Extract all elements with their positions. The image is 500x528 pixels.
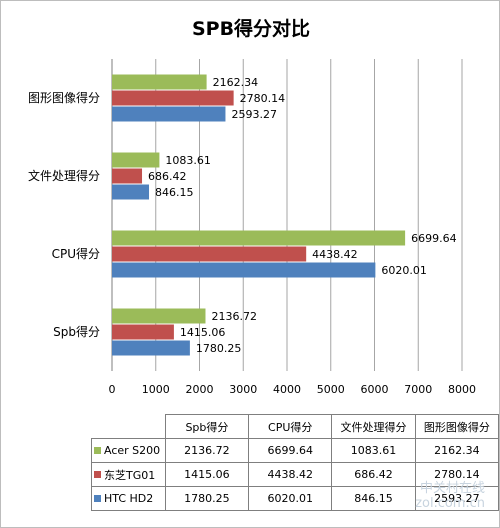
x-tick-label: 1000: [142, 383, 170, 396]
bar-chart: SPB得分对比 2136.72 1415.06 1780.25 6699.64 4438…: [28, 17, 477, 396]
table-cell: 1083.61: [331, 438, 416, 463]
series-name: HTC HD2: [104, 492, 154, 505]
x-tick-label: 2000: [186, 383, 214, 396]
bars: [112, 74, 406, 356]
category-label: CPU得分: [52, 246, 100, 261]
data-table: Spb得分 CPU得分 文件处理得分 图形图像得分 Acer S200 2136…: [91, 414, 500, 511]
table-cell: 2162.34: [414, 438, 500, 463]
chart-title: SPB得分对比: [192, 17, 310, 40]
x-tick-label: 6000: [361, 383, 389, 396]
x-tick-label: 3000: [229, 383, 257, 396]
data-label: 686.42: [148, 170, 187, 183]
data-label: 1083.61: [165, 154, 211, 167]
watermark: 中关村在线 zol.com.cn: [415, 481, 485, 511]
watermark-line: zol.com.cn: [415, 496, 485, 511]
series-name: Acer S200: [104, 444, 161, 457]
legend-key: [94, 494, 101, 502]
x-tick-label: 7000: [404, 383, 432, 396]
legend-key: [94, 446, 101, 454]
x-tick-label: 0: [109, 383, 116, 396]
category-label: 文件处理得分: [28, 168, 100, 183]
table-cell: 1415.06: [164, 462, 250, 487]
gridlines: [111, 59, 463, 371]
bar: [112, 308, 206, 324]
x-tick-label: 8000: [448, 383, 476, 396]
bar: [112, 74, 207, 90]
data-table-header: Spb得分 CPU得分 文件处理得分 图形图像得分: [91, 414, 500, 439]
series-name: 东芝TG01: [104, 468, 156, 482]
x-tick-label: 4000: [273, 383, 301, 396]
category-label: Spb得分: [53, 324, 100, 339]
legend-key: [94, 471, 101, 478]
table-series-cell: Acer S200: [91, 438, 166, 463]
table-row: Acer S200 2136.72 6699.64 1083.61 2162.3…: [91, 438, 500, 463]
x-tick-labels: 0 1000 2000 3000 4000 5000 6000 7000 8000: [109, 383, 477, 396]
table-header-cell: 文件处理得分: [331, 414, 416, 439]
table-cell: 2136.72: [164, 438, 250, 463]
data-label: 846.15: [155, 186, 194, 199]
bar: [112, 262, 376, 278]
bar: [112, 90, 234, 106]
bar: [112, 340, 190, 356]
table-header-cell: Spb得分: [164, 414, 250, 439]
table-series-cell: 东芝TG01: [91, 462, 166, 487]
table-cell: 6699.64: [248, 438, 333, 463]
bar: [112, 152, 160, 168]
table-row: 东芝TG01 1415.06 4438.42 686.42 2780.14: [91, 462, 500, 487]
watermark-line: 中关村在线: [419, 481, 485, 496]
table-cell: 846.15: [331, 486, 416, 511]
value-labels: 2136.72 1415.06 1780.25 6699.64 4438.42 6020.…: [148, 76, 457, 355]
bar: [112, 106, 226, 122]
table-header-cell: CPU得分: [248, 414, 333, 439]
data-label: 4438.42: [312, 248, 358, 261]
data-label: 2780.14: [240, 92, 285, 105]
table-row: HTC HD2 1780.25 6020.01 846.15 2593.27: [91, 486, 500, 511]
data-label: 1780.25: [196, 342, 242, 355]
data-label: 1415.06: [180, 326, 226, 339]
bar: [112, 324, 174, 340]
bar: [112, 184, 150, 200]
bar: [112, 246, 307, 262]
x-tick-label: 5000: [317, 383, 345, 396]
category-label: 图形图像得分: [28, 90, 100, 105]
table-series-cell: HTC HD2: [91, 486, 166, 511]
table-header-cell: 图形图像得分: [414, 414, 500, 439]
table-cell: 6020.01: [248, 486, 333, 511]
table-cell: 686.42: [331, 462, 416, 487]
table-cell: 1780.25: [164, 486, 250, 511]
data-label: 2136.72: [211, 310, 257, 323]
data-label: 2162.34: [213, 76, 258, 89]
bar: [112, 230, 406, 246]
table-cell: 2593.27: [414, 486, 500, 511]
bar: [112, 168, 143, 184]
table-cell: 2780.14: [414, 462, 500, 487]
table-cell: 4438.42: [248, 462, 333, 487]
data-label: 6020.01: [381, 264, 427, 277]
data-label: 6699.64: [411, 232, 457, 245]
data-label: 2593.27: [231, 108, 277, 121]
